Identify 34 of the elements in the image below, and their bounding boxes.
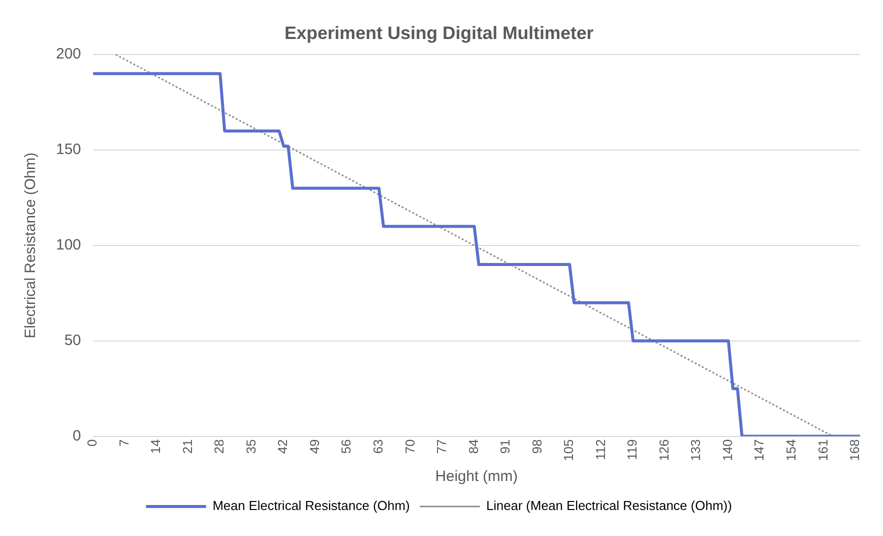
x-tick-label: 35: [243, 439, 258, 454]
x-tick-label: 161: [815, 439, 830, 462]
x-tick-label: 42: [275, 439, 290, 454]
x-tick-label: 70: [402, 439, 418, 454]
x-tick-label: 126: [656, 439, 672, 462]
x-tick-label: 49: [306, 439, 322, 454]
y-axis-title: Electrical Resistance (Ohm): [22, 152, 40, 338]
legend-label: Linear (Mean Electrical Resistance (Ohm)): [486, 498, 732, 514]
x-tick-label: 63: [370, 439, 386, 454]
x-tick-label: 168: [847, 439, 862, 462]
y-tick-label: 150: [56, 141, 82, 158]
x-tick-label: 56: [338, 439, 354, 454]
x-tick-label: 14: [148, 439, 164, 454]
x-tick-label: 7: [116, 439, 132, 447]
x-tick-label: 133: [688, 439, 704, 462]
x-tick-label: 28: [212, 439, 227, 454]
x-tick-label: 98: [529, 439, 544, 454]
chart-title: Experiment Using Digital Multimeter: [284, 22, 594, 43]
x-tick-label: 91: [498, 439, 513, 454]
x-tick-label: 77: [434, 439, 450, 454]
x-tick-label: 84: [466, 439, 481, 454]
x-tick-label: 119: [624, 439, 640, 460]
x-tick-label: 0: [84, 439, 100, 447]
y-tick-label: 100: [56, 236, 82, 254]
x-tick-label: 112: [592, 439, 608, 460]
legend-label: Mean Electrical Resistance (Ohm): [212, 498, 410, 514]
x-tick-label: 140: [720, 439, 735, 462]
x-tick-label: 105: [561, 439, 576, 462]
x-axis-title: Height (mm): [435, 468, 518, 486]
x-tick-label: 147: [752, 439, 767, 462]
x-tick-label: 154: [784, 439, 799, 462]
y-tick-label: 200: [56, 46, 82, 63]
x-tick-label: 21: [180, 439, 195, 454]
y-tick-label: 50: [64, 332, 82, 350]
